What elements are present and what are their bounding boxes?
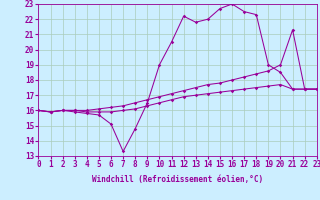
X-axis label: Windchill (Refroidissement éolien,°C): Windchill (Refroidissement éolien,°C) <box>92 175 263 184</box>
